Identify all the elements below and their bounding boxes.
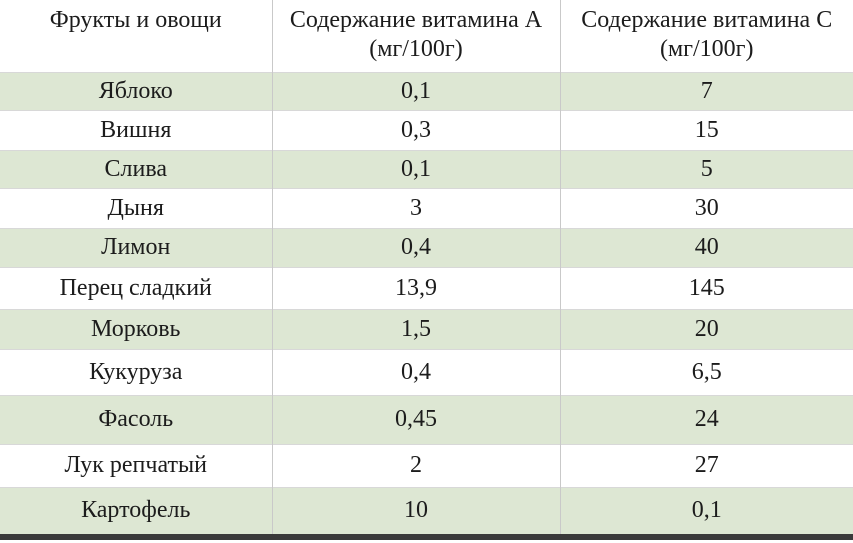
table-cell: 0,4 [271, 348, 560, 395]
table-cell: 0,1 [271, 71, 560, 110]
table-cell: Перец сладкий [0, 266, 272, 309]
table-cell: Картофель [0, 486, 272, 537]
table-cell: 40 [559, 227, 853, 267]
table-row: Кукуруза 0,4 6,5 [0, 348, 853, 395]
table-row: Яблоко 0,1 7 [0, 71, 853, 110]
table-row: Лимон 0,4 40 [0, 227, 853, 267]
table-cell: 10 [271, 486, 560, 537]
table-cell: Кукуруза [0, 348, 272, 395]
table-cell: Лук репчатый [0, 443, 272, 487]
table-cell: 13,9 [271, 266, 560, 309]
table-cell: Лимон [0, 227, 272, 267]
table-cell: 0,4 [271, 227, 560, 267]
table-body: Яблоко 0,1 7 Вишня 0,3 15 Слива 0,1 5 Дыня 3 30 Лимо… [0, 71, 853, 537]
table-cell: 27 [559, 443, 853, 487]
header-cell: Фрукты и овощи [49, 7, 222, 33]
table-cell: 0,1 [271, 149, 560, 188]
table-row: Дыня 3 30 [0, 187, 853, 228]
table-cell: 15 [559, 109, 853, 150]
table-cell: 5 [559, 149, 853, 188]
header-cell: Содержание витамина С (мг/100г) [559, 0, 853, 72]
table-cell: Фасоль [0, 394, 272, 444]
table-cell: Морковь [0, 308, 272, 349]
header-row: Фрукты и овощи Содержание витамина А (мг… [0, 0, 853, 72]
table-cell: Слива [0, 149, 272, 188]
table-row: Лук репчатый 2 27 [0, 443, 853, 487]
table-row: Перец сладкий 13,9 145 [0, 266, 853, 309]
table-cell: 6,5 [559, 348, 853, 395]
table-cell: 0,45 [271, 394, 560, 444]
table-row: Фасоль 0,45 24 [0, 394, 853, 444]
table-row: Картофель 10 0,1 [0, 486, 853, 537]
table-cell: Яблоко [0, 71, 272, 110]
table-row: Вишня 0,3 15 [0, 109, 853, 150]
table-cell: 145 [559, 266, 853, 309]
table-cell: 24 [559, 394, 853, 444]
table-cell: 2 [271, 443, 560, 487]
table-cell: Вишня [0, 109, 272, 150]
header-cell: Содержание витамина А (мг/100г) [271, 0, 560, 72]
table-cell: 20 [559, 308, 853, 349]
table-cell: 0,1 [559, 486, 853, 537]
table-row: Слива 0,1 5 [0, 149, 853, 188]
table-cell: 30 [559, 187, 853, 228]
table-header: Фрукты и овощи Содержание витамина А (мг… [0, 0, 853, 72]
table-cell: Дыня [0, 187, 272, 228]
table-cell: 3 [271, 187, 560, 228]
table-cell: 7 [559, 71, 853, 110]
table-cell: 1,5 [271, 308, 560, 349]
table-row: Морковь 1,5 20 [0, 308, 853, 349]
table-cell: 0,3 [271, 109, 560, 150]
